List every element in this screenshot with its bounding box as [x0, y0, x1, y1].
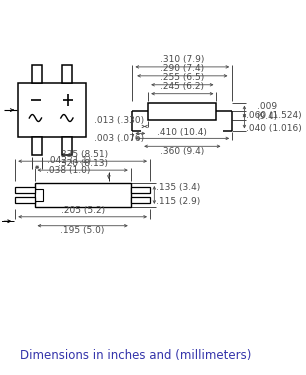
Bar — [32, 137, 43, 155]
Text: .060 (1.524): .060 (1.524) — [246, 111, 302, 120]
Bar — [15, 197, 35, 203]
Bar — [35, 183, 131, 207]
Text: .410 (10.4): .410 (10.4) — [157, 128, 207, 137]
Text: .195 (5.0): .195 (5.0) — [61, 226, 105, 235]
Text: Dimensions in inches and (millimeters): Dimensions in inches and (millimeters) — [20, 349, 252, 362]
Bar — [18, 83, 86, 137]
Text: .013 (.330): .013 (.330) — [94, 116, 144, 125]
Text: .135 (3.4): .135 (3.4) — [156, 183, 200, 192]
Text: .038 (1.0): .038 (1.0) — [47, 166, 91, 175]
Text: .320 (8.13): .320 (8.13) — [58, 159, 108, 168]
Bar — [35, 189, 43, 201]
Bar — [131, 197, 150, 203]
Text: .245 (6.2): .245 (6.2) — [160, 82, 204, 91]
Text: .115 (2.9): .115 (2.9) — [156, 197, 200, 206]
Text: .040 (1.016): .040 (1.016) — [246, 124, 302, 133]
Bar — [62, 137, 72, 155]
Text: (9.4): (9.4) — [257, 112, 278, 121]
Bar — [148, 103, 216, 120]
Text: .255 (6.5): .255 (6.5) — [160, 74, 204, 82]
Text: .310 (7.9): .310 (7.9) — [160, 56, 204, 64]
Bar — [131, 187, 150, 193]
Text: .335 (8.51): .335 (8.51) — [58, 150, 108, 159]
Bar — [15, 187, 35, 193]
Text: .290 (7.4): .290 (7.4) — [160, 64, 204, 74]
Text: .003 (.076): .003 (.076) — [94, 134, 144, 143]
Bar — [62, 65, 72, 83]
Text: .042 (1.1): .042 (1.1) — [47, 156, 91, 165]
Bar — [32, 65, 43, 83]
Text: .009: .009 — [257, 102, 277, 111]
Text: .205 (5.2): .205 (5.2) — [61, 206, 105, 215]
Text: .360 (9.4): .360 (9.4) — [160, 147, 204, 156]
